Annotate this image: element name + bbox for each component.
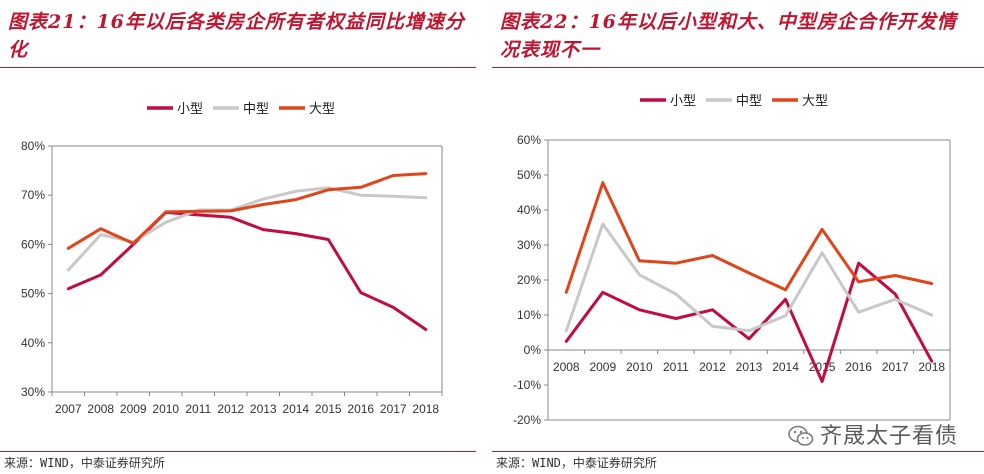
y-tick-label: -10% [513,378,541,392]
x-tick-label: 2009 [120,402,147,416]
legend-label-medium: 中型 [243,101,269,116]
x-tick-label: 2016 [347,402,374,416]
y-tick-label: 60% [21,237,45,251]
series-line-medium [564,222,934,333]
x-tick-label: 2013 [736,360,763,374]
y-tick-label: 50% [21,287,45,301]
y-tick-label: 60% [517,133,541,147]
x-tick-label: 2012 [217,402,244,416]
y-tick-label: 30% [517,238,541,252]
x-tick-label: 2017 [882,360,909,374]
series-line-large [66,172,428,250]
x-tick-label: 2010 [152,402,179,416]
y-tick-label: 40% [21,336,45,350]
title-rule-right [492,67,984,68]
line-chart-equity-growth: 30% 40% 50% 60% 70% 80% 2007 2008 2009 2010 2011 20… [21,101,443,416]
y-tick-label: 20% [517,273,541,287]
x-tick-label: 2016 [845,360,872,374]
x-tick-label: 2010 [626,360,653,374]
x-tick-label: 2012 [699,360,726,374]
chart-panel-right: 图表22：16年以后小型和大、中型房企合作开发情况表现不一 -20% -10% 0%… [492,0,984,474]
y-tick-label: 0% [524,343,542,357]
legend-label-large: 大型 [309,101,335,116]
x-tick-label: 2017 [380,402,407,416]
series-line-medium [66,186,428,272]
watermark-text: 齐晟太子看债 [819,424,958,449]
line-chart-joint-development: -20% -10% 0% 10% 20% 30% 40% 50% 60% 2008 2009 2010… [513,93,951,427]
y-tick-label: 80% [21,139,45,153]
x-tick-label: 2008 [553,360,580,374]
chart-title-right: 图表22：16年以后小型和大、中型房企合作开发情况表现不一 [500,11,957,61]
y-tick-label: 50% [517,168,541,182]
wechat-watermark: 齐晟太子看债 [788,418,958,450]
x-tick-label: 2013 [250,402,277,416]
series-line-small [66,210,428,331]
legend-label-small: 小型 [670,93,696,108]
legend-label-medium: 中型 [736,93,762,108]
y-tick-label: 30% [21,385,45,399]
legend-label-small: 小型 [177,101,203,116]
y-tick-label: -20% [513,413,541,427]
y-tick-label: 10% [517,308,541,322]
x-tick-label: 2015 [315,402,342,416]
chart-title-left: 图表21：16年以后各类房企所有者权益同比增速分化 [8,11,465,61]
source-note-right: 来源：WIND，中泰证券研究所 [496,456,657,470]
series-line-large [564,181,934,294]
x-tick-label: 2014 [772,360,799,374]
x-tick-label: 2018 [918,360,945,374]
y-tick-label: 70% [21,188,45,202]
source-rule-right [492,451,984,452]
x-tick-label: 2009 [589,360,616,374]
chart-panel-left: 图表21：16年以后各类房企所有者权益同比增速分化 30% 40% 50% 60% 70… [0,0,476,474]
x-tick-label: 2008 [87,402,114,416]
legend-label-large: 大型 [802,93,828,108]
x-tick-label: 2011 [185,402,211,416]
x-tick-label: 2018 [412,402,439,416]
source-note-left: 来源：WIND，中泰证券研究所 [4,456,165,470]
x-tick-label: 2011 [663,360,689,374]
wechat-icon [788,425,814,446]
source-rule-left [0,451,476,452]
x-tick-label: 2007 [55,402,82,416]
x-tick-label: 2014 [282,402,309,416]
y-tick-label: 40% [517,203,541,217]
title-rule-left [0,67,476,68]
